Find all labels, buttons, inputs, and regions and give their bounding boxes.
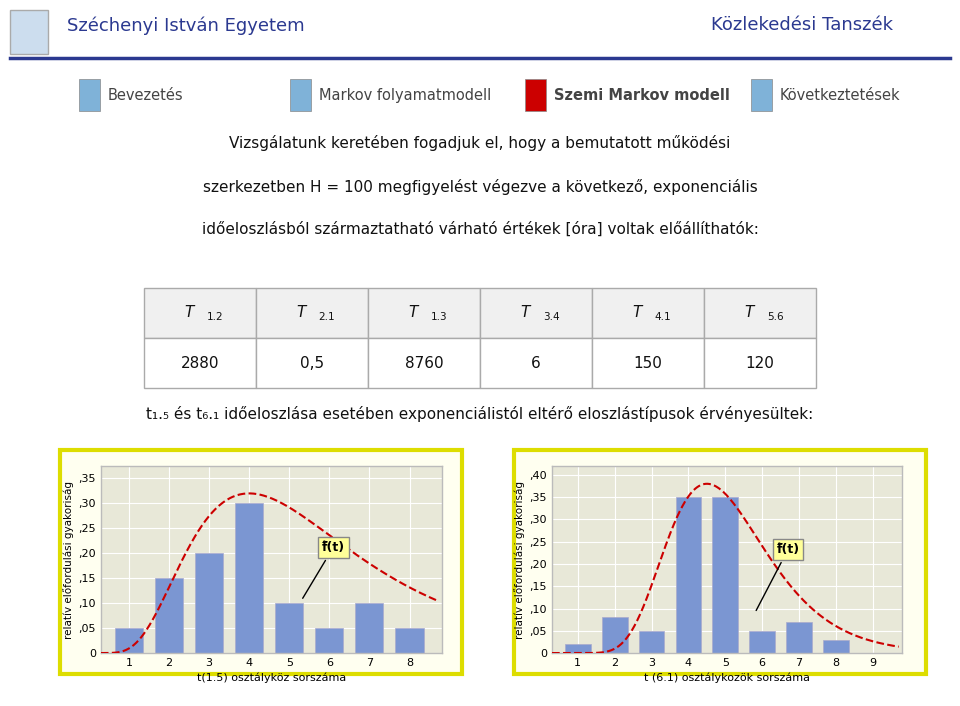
Text: Győr, 2011 március 24-25: Győr, 2011 március 24-25 (751, 683, 931, 698)
Text: időeloszlásból származtatható várható értékek [óra] voltak előállíthatók:: időeloszlásból származtatható várható ér… (202, 221, 758, 237)
Bar (115, 628, 143, 653)
Text: T: T (632, 305, 641, 321)
Bar (79, 80, 100, 112)
Text: T: T (520, 305, 529, 321)
Bar (195, 554, 223, 653)
Bar (256, 338, 368, 388)
X-axis label: t(1.5) osztályköz sorszáma: t(1.5) osztályköz sorszáma (197, 672, 346, 683)
Text: 120: 120 (746, 356, 775, 371)
Text: f̂(t): f̂(t) (302, 541, 345, 598)
Bar (712, 497, 738, 653)
Text: Markov folyamatmodell: Markov folyamatmodell (319, 88, 491, 103)
X-axis label: t (6.1) osztálykozök sorszáma: t (6.1) osztálykozök sorszáma (644, 672, 810, 683)
Bar (235, 503, 263, 653)
Bar (592, 287, 704, 338)
Bar (480, 338, 592, 388)
Text: 0,5: 0,5 (300, 356, 324, 371)
Text: T: T (184, 305, 193, 321)
Text: 2.1: 2.1 (319, 312, 335, 322)
Bar (256, 287, 368, 338)
Bar (290, 80, 311, 112)
Bar (144, 287, 256, 338)
Bar (355, 603, 383, 653)
Bar (144, 338, 256, 388)
Bar (602, 618, 628, 653)
Text: f̂(t): f̂(t) (756, 543, 800, 611)
Text: Következtetések: Következtetések (780, 88, 900, 103)
Text: Közlekedéstudományi konferencia: Közlekedéstudományi konferencia (29, 683, 266, 698)
Text: 1.2: 1.2 (206, 312, 224, 322)
Text: 4.1: 4.1 (655, 312, 671, 322)
Bar (155, 578, 183, 653)
Bar (525, 80, 546, 112)
Text: Bevezetés: Bevezetés (108, 88, 183, 103)
Bar (704, 338, 816, 388)
Text: Szemi Markov modell: Szemi Markov modell (554, 88, 730, 103)
Bar (315, 628, 344, 653)
Bar (276, 603, 303, 653)
Text: 150: 150 (634, 356, 662, 371)
Y-axis label: relatív előfordulási gyakoriság: relatív előfordulási gyakoriság (515, 481, 525, 638)
Text: 2880: 2880 (180, 356, 219, 371)
Text: Széchenyi István Egyetem: Széchenyi István Egyetem (67, 16, 305, 35)
Text: 6: 6 (531, 356, 540, 371)
Bar (592, 338, 704, 388)
Bar (368, 287, 480, 338)
Bar (676, 497, 702, 653)
Bar (480, 287, 592, 338)
Bar (704, 287, 816, 338)
Text: Közlekedési Tanszék: Közlekedési Tanszék (710, 16, 893, 35)
Text: 3.4: 3.4 (542, 312, 560, 322)
Text: T: T (408, 305, 418, 321)
Bar (564, 644, 590, 653)
Y-axis label: relatív előfordulási gyakoriság: relatív előfordulási gyakoriság (63, 481, 74, 638)
Text: T: T (744, 305, 754, 321)
Bar (638, 630, 664, 653)
Text: Vizsgálatunk keretében fogadjuk el, hogy a bemutatott működési: Vizsgálatunk keretében fogadjuk el, hogy… (229, 136, 731, 151)
Bar (368, 338, 480, 388)
Text: szerkezetben H = 100 megfigyelést végezve a következő, exponenciális: szerkezetben H = 100 megfigyelést végezv… (203, 179, 757, 195)
Bar (823, 640, 849, 653)
Text: T: T (296, 305, 305, 321)
Bar (786, 622, 812, 653)
Bar (396, 628, 423, 653)
Text: 5.6: 5.6 (767, 312, 783, 322)
Bar (10, 10, 48, 54)
Text: t₁.₅ és t₆.₁ időeloszlása esetében exponenciálistól eltérő eloszlástípusok érvén: t₁.₅ és t₆.₁ időeloszlása esetében expon… (146, 406, 814, 421)
Bar (751, 80, 772, 112)
Text: 1.3: 1.3 (431, 312, 447, 322)
Bar (750, 630, 775, 653)
Text: 8760: 8760 (405, 356, 444, 371)
